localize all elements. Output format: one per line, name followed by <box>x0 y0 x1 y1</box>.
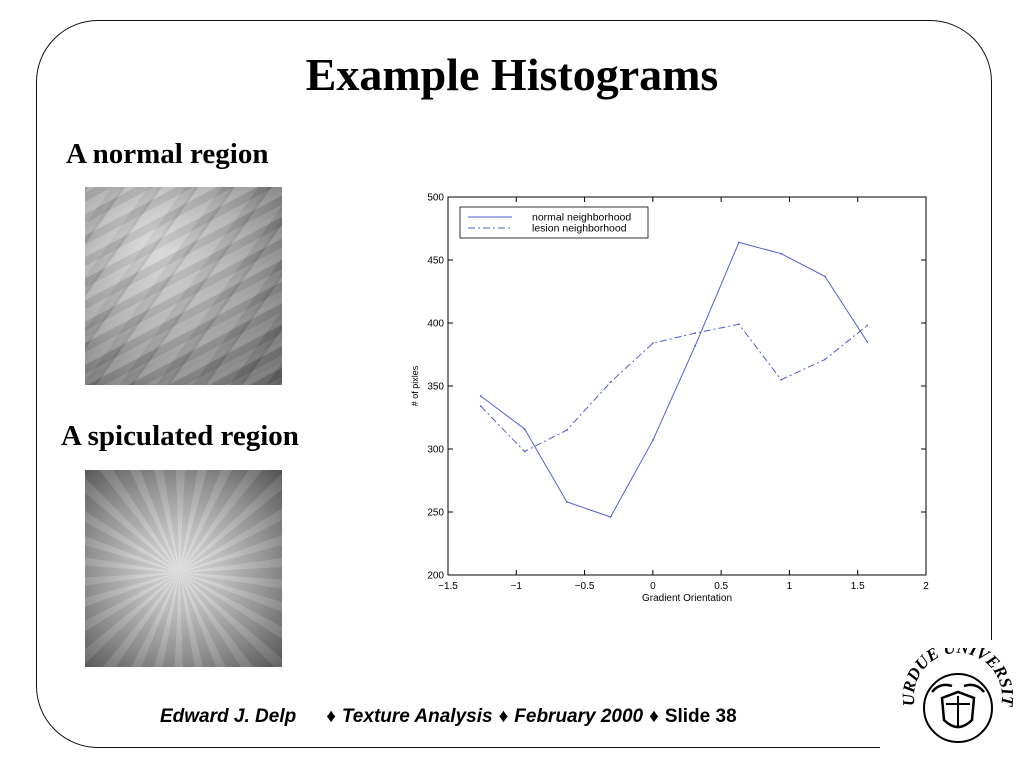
x-tick-label: 0.5 <box>714 581 728 592</box>
y-tick-label: 400 <box>427 319 444 330</box>
data-point <box>694 332 697 334</box>
data-point <box>609 381 612 384</box>
legend-label: normal neighborhood <box>532 212 631 224</box>
slide-frame <box>36 20 992 748</box>
x-tick-label: 0 <box>650 581 656 592</box>
x-tick-label: 1 <box>787 581 793 592</box>
purdue-university-seal-icon: PURDUE UNIVERSITY <box>902 648 1014 743</box>
data-point <box>651 439 654 442</box>
footer-date: February 2000 <box>514 706 644 727</box>
spiculated-region-image <box>85 470 282 667</box>
data-point <box>479 395 482 397</box>
data-point <box>565 429 568 431</box>
x-tick-label: −1.5 <box>438 581 458 592</box>
footer-separator-diamond: ♦ <box>326 706 336 727</box>
series-line-normal <box>480 241 868 518</box>
data-point <box>780 378 783 381</box>
y-tick-label: 500 <box>427 193 444 204</box>
data-point <box>479 405 482 408</box>
x-tick-label: 1.5 <box>851 581 865 592</box>
series-line-lesion <box>480 323 868 453</box>
data-point <box>737 241 740 244</box>
spiculated-region-label: A spiculated region <box>61 420 299 452</box>
data-point <box>651 342 654 345</box>
normal-region-image <box>85 187 282 385</box>
x-tick-label: 2 <box>923 581 929 592</box>
footer-author: Edward J. Delp <box>160 706 297 727</box>
legend-label: lesion neighborhood <box>532 223 627 235</box>
y-axis-label: # of pixles <box>410 365 420 406</box>
footer-separator-diamond: ♦ <box>649 706 659 727</box>
footer-slide-number: Slide 38 <box>664 706 737 727</box>
data-point <box>866 341 869 343</box>
x-tick-label: −0.5 <box>575 581 595 592</box>
x-tick-label: −1 <box>511 581 523 592</box>
data-point <box>694 344 697 347</box>
plot-area-frame <box>447 196 927 576</box>
slide-title: Example Histograms <box>305 49 719 100</box>
data-point <box>523 427 526 430</box>
footer-separator-diamond: ♦ <box>498 706 509 727</box>
footer: Edward J. Delp ♦ Texture Analysis ♦ February… <box>160 706 737 728</box>
data-point <box>824 358 826 361</box>
data-point <box>866 324 869 327</box>
y-tick-label: 250 <box>427 508 444 519</box>
data-point <box>737 323 740 326</box>
x-axis-label: Gradient Orientation <box>642 593 732 604</box>
data-point <box>523 450 526 453</box>
y-tick-label: 450 <box>427 256 444 267</box>
y-tick-label: 300 <box>427 445 444 456</box>
normal-region-label: A normal region <box>66 138 269 170</box>
legend-box <box>459 206 649 239</box>
y-tick-label: 350 <box>427 382 444 393</box>
data-point <box>565 501 568 503</box>
histogram-chart: −1.5 −1 −0.5 0 0.5 1 1.5 2 200 250 300 350 400 450 500… <box>410 193 929 605</box>
footer-topic: Texture Analysis <box>341 706 493 727</box>
data-point <box>609 516 612 518</box>
data-point <box>824 275 826 278</box>
data-point <box>780 252 783 255</box>
y-tick-label: 200 <box>427 571 444 582</box>
